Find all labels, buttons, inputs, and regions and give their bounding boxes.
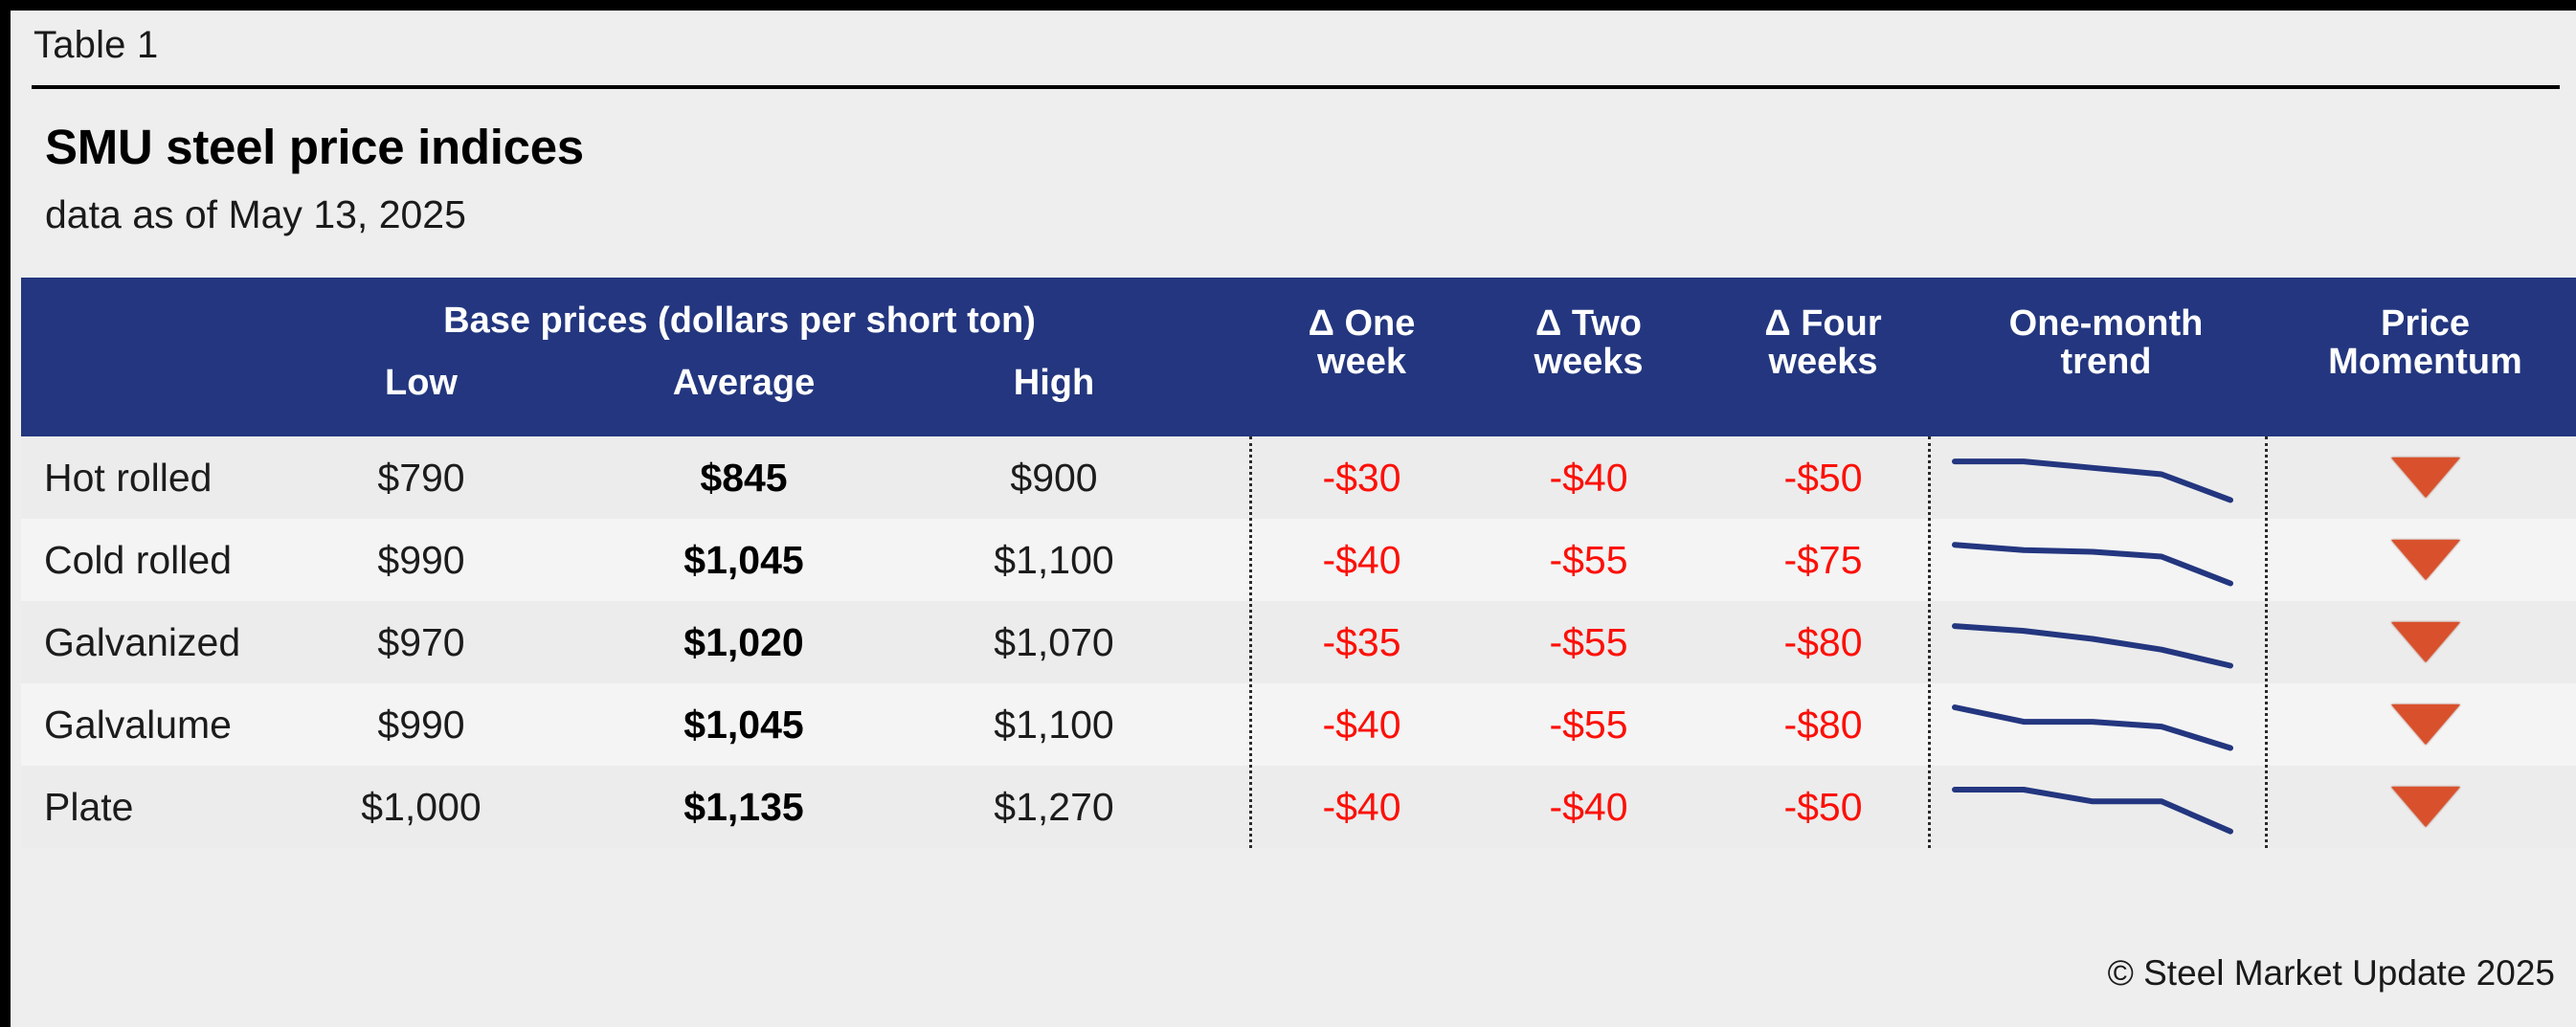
page-subtitle: data as of May 13, 2025 (45, 192, 466, 236)
document-canvas: Steel Market Update CRU Table 1 SMU stee… (11, 11, 2576, 1027)
column-header-average: Average (672, 363, 816, 403)
sparkline-icon (1952, 542, 2233, 587)
cell-price-momentum (2274, 436, 2576, 519)
cell-low-price: $990 (377, 538, 465, 582)
title-divider (32, 85, 2560, 89)
cell-low-price: $990 (377, 703, 465, 747)
page-title: SMU steel price indices (45, 120, 584, 174)
cell-product: Hot rolled (44, 456, 213, 500)
column-header-delta-four-weeks-line1: Δ Four (1764, 303, 1882, 344)
column-separator-1 (1249, 436, 1252, 848)
column-header-price-momentum-line1: Price (2381, 303, 2470, 344)
cell-delta-one-week: -$40 (1322, 785, 1401, 829)
top-black-bar (0, 0, 2576, 11)
cell-high-price: $1,100 (994, 538, 1114, 582)
cell-delta-four-weeks: -$50 (1783, 785, 1863, 829)
table-row: Galvalume $990 $1,045 $1,100 -$40 -$55 -$80 (21, 683, 2576, 766)
cell-one-month-trend (1938, 683, 2274, 766)
table-body: Hot rolled $790 $845 $900 -$30 -$40 -$50 Cold r… (21, 436, 2576, 848)
cell-average-price: $1,135 (683, 785, 804, 829)
column-header-delta-two-weeks-line1: Δ Two (1534, 303, 1643, 344)
cell-product: Cold rolled (44, 538, 232, 582)
sparkline-icon (1952, 704, 2233, 751)
cell-price-momentum (2274, 766, 2576, 848)
cell-one-month-trend (1938, 766, 2274, 848)
arrow-down-icon (2390, 458, 2460, 498)
cell-delta-two-weeks: -$55 (1549, 703, 1628, 747)
arrow-down-icon (2390, 704, 2460, 745)
cell-average-price: $1,020 (683, 620, 804, 664)
table-header: Base prices (dollars per short ton) Low … (21, 278, 2576, 436)
table-row: Cold rolled $990 $1,045 $1,100 -$40 -$55 -$75 (21, 519, 2576, 601)
cell-delta-four-weeks: -$75 (1783, 538, 1863, 582)
copyright-footer: © Steel Market Update 2025 (2107, 953, 2555, 993)
sparkline-icon (1952, 458, 2233, 503)
price-index-table: Base prices (dollars per short ton) Low … (21, 278, 2576, 848)
sparkline-icon (1952, 623, 2233, 669)
cell-low-price: $790 (377, 456, 465, 500)
cell-price-momentum (2274, 601, 2576, 683)
cell-product: Galvanized (44, 620, 241, 664)
table-row: Galvanized $970 $1,020 $1,070 -$35 -$55 -$80 (21, 601, 2576, 683)
cell-one-month-trend (1938, 436, 2274, 519)
column-header-low: Low (385, 363, 458, 403)
column-header-delta-one-week-line2: week (1317, 342, 1406, 383)
cell-price-momentum (2274, 519, 2576, 601)
column-header-one-month-trend-line2: trend (2060, 342, 2152, 383)
table-row: Hot rolled $790 $845 $900 -$30 -$40 -$50 (21, 436, 2576, 519)
cell-delta-one-week: -$40 (1322, 703, 1401, 747)
column-separator-3 (2265, 436, 2268, 848)
column-header-price-momentum-line2: Momentum (2328, 342, 2522, 383)
cell-delta-four-weeks: -$80 (1783, 620, 1863, 664)
cell-delta-two-weeks: -$40 (1549, 785, 1628, 829)
column-header-delta-one-week-line1: Δ One (1308, 303, 1416, 344)
cell-high-price: $900 (1010, 456, 1098, 500)
cell-delta-one-week: -$35 (1322, 620, 1401, 664)
cell-delta-four-weeks: -$50 (1783, 456, 1863, 500)
cell-price-momentum (2274, 683, 2576, 766)
arrow-down-icon (2390, 540, 2460, 580)
cell-one-month-trend (1938, 519, 2274, 601)
cell-low-price: $1,000 (361, 785, 482, 829)
arrow-down-icon (2390, 787, 2460, 827)
table-label: Table 1 (34, 24, 159, 66)
column-header-delta-four-weeks-line2: weeks (1768, 342, 1878, 383)
cell-high-price: $1,100 (994, 703, 1114, 747)
cell-average-price: $1,045 (683, 703, 804, 747)
column-header-one-month-trend: One-month trend (1938, 304, 2274, 382)
column-header-delta-one-week: Δ One week (1259, 304, 1465, 382)
cell-delta-four-weeks: -$80 (1783, 703, 1863, 747)
table-row: Plate $1,000 $1,135 $1,270 -$40 -$40 -$50 (21, 766, 2576, 848)
cell-low-price: $970 (377, 620, 465, 664)
column-header-delta-two-weeks-line2: weeks (1534, 342, 1644, 383)
column-separator-2 (1928, 436, 1931, 848)
sparkline-icon (1952, 787, 2233, 835)
cell-product: Galvalume (44, 703, 232, 747)
cell-high-price: $1,070 (994, 620, 1114, 664)
cell-one-month-trend (1938, 601, 2274, 683)
cell-high-price: $1,270 (994, 785, 1114, 829)
column-header-one-month-trend-line1: One-month (2008, 303, 2204, 344)
cell-average-price: $1,045 (683, 538, 804, 582)
column-header-delta-four-weeks: Δ Four weeks (1711, 304, 1936, 382)
cell-average-price: $845 (700, 456, 788, 500)
column-group-base-prices: Base prices (dollars per short ton) (443, 301, 1036, 341)
column-header-high: High (1013, 363, 1095, 403)
cell-delta-one-week: -$30 (1322, 456, 1401, 500)
arrow-down-icon (2390, 622, 2460, 662)
cell-product: Plate (44, 785, 134, 829)
cell-delta-one-week: -$40 (1322, 538, 1401, 582)
column-header-price-momentum: Price Momentum (2274, 304, 2576, 382)
cell-delta-two-weeks: -$55 (1549, 620, 1628, 664)
cell-delta-two-weeks: -$55 (1549, 538, 1628, 582)
cell-delta-two-weeks: -$40 (1549, 456, 1628, 500)
column-header-delta-two-weeks: Δ Two weeks (1486, 304, 1691, 382)
